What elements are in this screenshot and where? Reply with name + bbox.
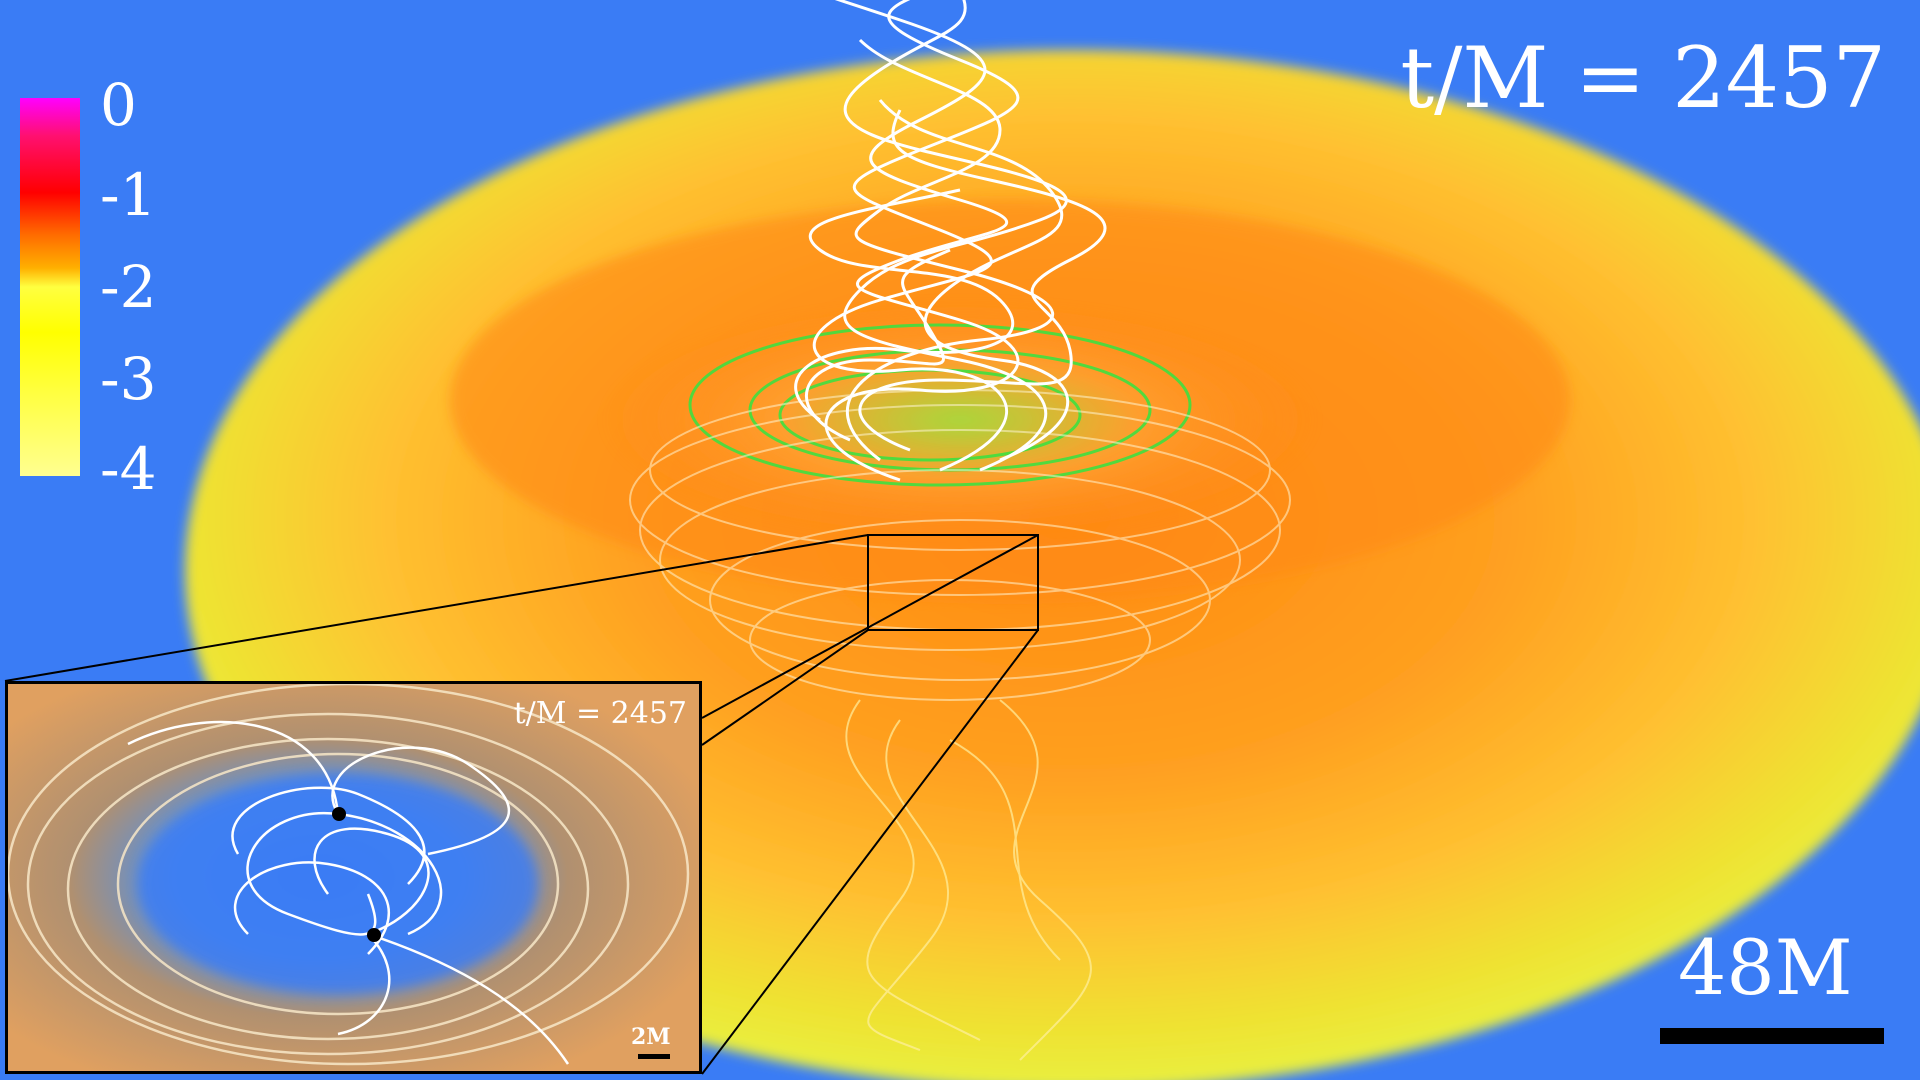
inset-visualization: [8, 684, 699, 1071]
colorbar-tick-3: -3: [100, 345, 157, 413]
colorbar-tick-2: -2: [100, 253, 157, 321]
inset-scale-bar: [638, 1054, 670, 1059]
black-hole-2: [367, 928, 381, 942]
scale-bar: [1660, 1028, 1884, 1044]
colorbar-tick-1: -1: [100, 161, 157, 229]
time-label: t/M = 2457: [1400, 29, 1886, 127]
colorbar-tick-0: 0: [100, 71, 137, 139]
zoom-connector-lines: [4, 534, 1039, 1075]
jet-field-lines: [794, 0, 1107, 482]
inset-zoom-panel: t/M = 2457 2M: [5, 681, 702, 1074]
scale-bar-label: 48M: [1678, 923, 1853, 1012]
inset-time-label: t/M = 2457: [513, 696, 687, 731]
inset-scale-bar-label: 2M: [631, 1024, 671, 1050]
black-hole-1: [332, 807, 346, 821]
zoom-box: [867, 534, 1039, 631]
colorbar: [20, 98, 80, 476]
colorbar-tick-4: -4: [100, 435, 157, 503]
lower-field-lines: [845, 699, 1092, 1061]
